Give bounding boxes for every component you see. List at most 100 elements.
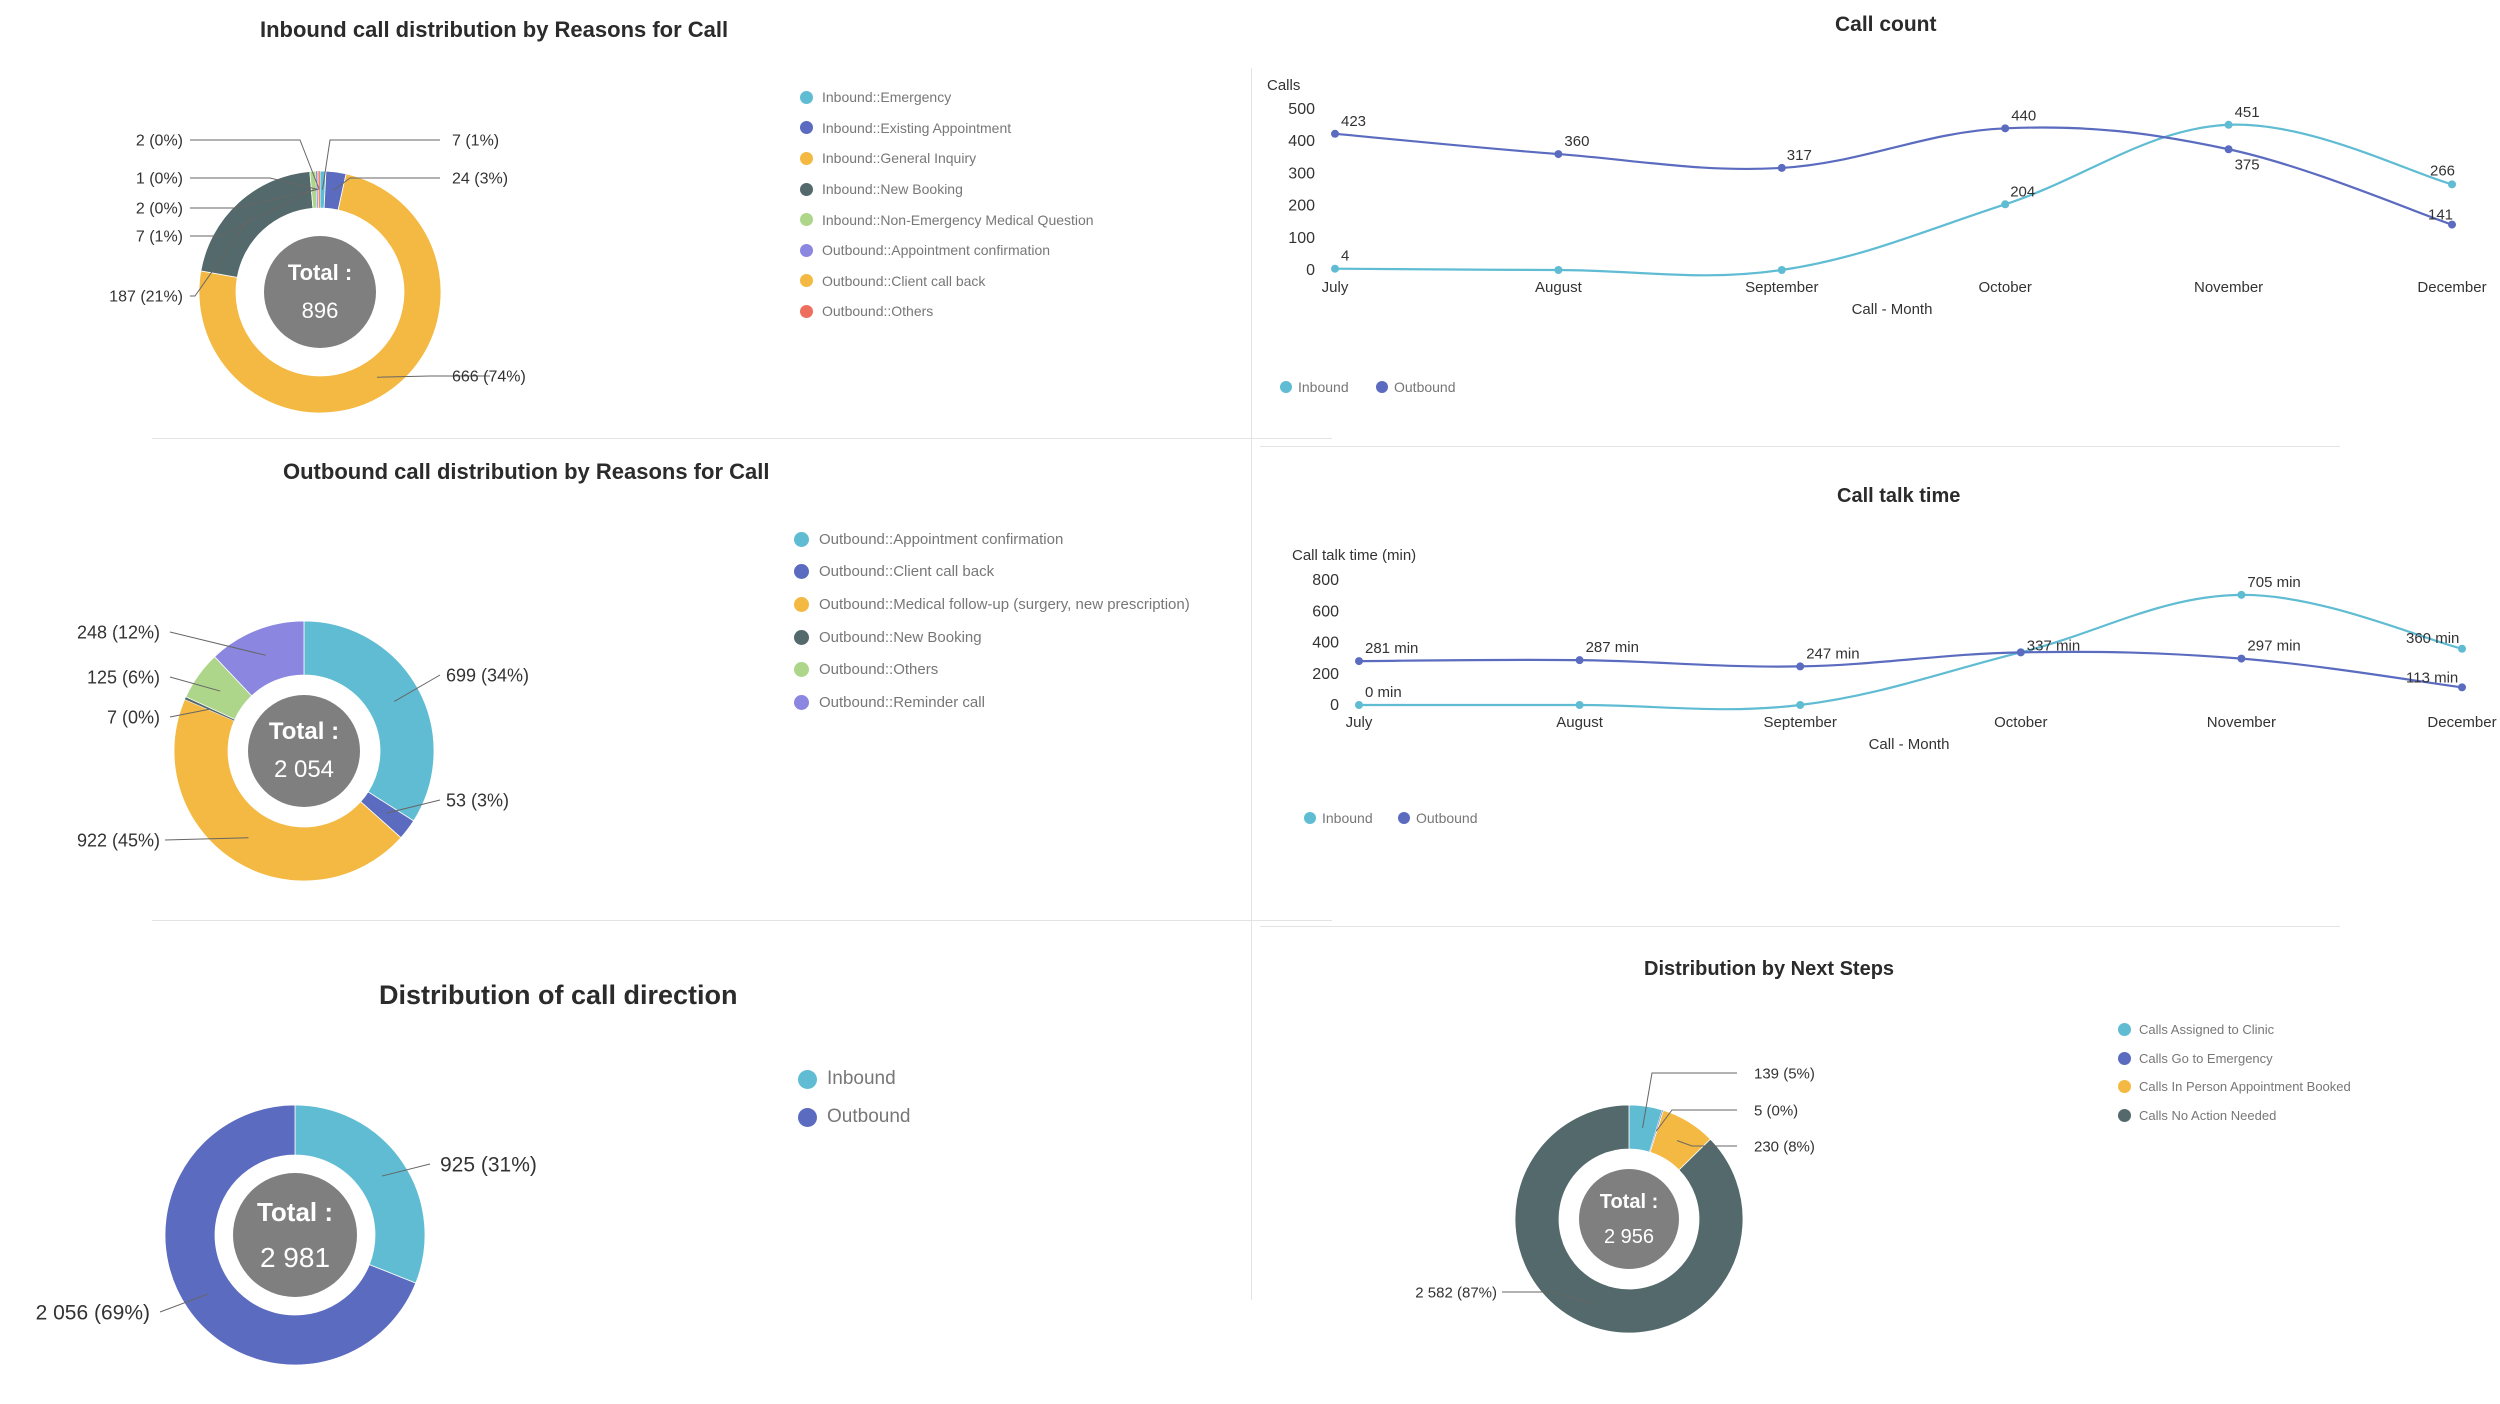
legend-item-outbound-others[interactable]: Outbound::Others — [800, 296, 1094, 327]
legend-item-outbound-medical-follow-up-surgery-new-prescription[interactable]: Outbound::Medical follow-up (surgery, ne… — [794, 588, 1190, 621]
y-tick-label: 200 — [1312, 666, 1339, 683]
legend-item-inbound-existing-appointment[interactable]: Inbound::Existing Appointment — [800, 113, 1094, 144]
data-point-outbound[interactable] — [2001, 124, 2010, 133]
legend-item-calls-assigned-to-clinic[interactable]: Calls Assigned to Clinic — [2118, 1015, 2351, 1044]
data-label: 113 min — [2406, 669, 2458, 686]
call-talk-time-chart: Call talk time (min) 0 200 400 600 800 July Aug… — [1292, 547, 2497, 826]
leader-line — [1676, 1140, 1737, 1147]
leader-line — [394, 674, 441, 702]
legend-item-calls-in-person-appointment-booked[interactable]: Calls In Person Appointment Booked — [2118, 1072, 2351, 1101]
series-line-inbound[interactable] — [1358, 593, 2463, 711]
legend-item-calls-no-action-needed[interactable]: Calls No Action Needed — [2118, 1101, 2351, 1130]
legend-item-outbound-client-call-back[interactable]: Outbound::Client call back — [800, 266, 1094, 297]
legend-item-calls-go-to-emergency[interactable]: Calls Go to Emergency — [2118, 1044, 2351, 1073]
data-point-outbound[interactable] — [1777, 163, 1786, 172]
leader-line — [159, 1293, 209, 1313]
data-point-outbound[interactable] — [2448, 220, 2456, 229]
legend-item-outbound-new-booking[interactable]: Outbound::New Booking — [794, 621, 1190, 654]
data-point-outbound[interactable] — [2458, 683, 2466, 692]
legend-marker-icon — [794, 662, 809, 678]
legend-item-inbound-general-inquiry[interactable]: Inbound::General Inquiry — [800, 143, 1094, 174]
data-point-outbound[interactable] — [1331, 129, 1339, 138]
data-point-inbound[interactable] — [2001, 200, 2010, 209]
data-point-inbound[interactable] — [1575, 701, 1584, 709]
outbound-reasons-panel: Outbound call distribution by Reasons fo… — [0, 440, 1250, 920]
y-tick-label: 300 — [1288, 165, 1315, 182]
leader-line — [322, 139, 440, 190]
legend-item-inbound-non-emergency-medical-question[interactable]: Inbound::Non-Emergency Medical Question — [800, 204, 1094, 235]
data-point-inbound[interactable] — [1777, 266, 1786, 274]
data-point-outbound[interactable] — [1575, 656, 1584, 665]
data-label: 4 — [1341, 248, 1349, 265]
data-point-inbound[interactable] — [1554, 266, 1563, 274]
legend-label: Outbound::Appointment confirmation — [819, 530, 1064, 548]
legend-marker-icon — [800, 213, 813, 227]
legend-item-inbound[interactable]: Inbound — [798, 1060, 910, 1098]
legend-marker-icon — [1280, 381, 1292, 393]
slice-data-label: 2 (0%) — [136, 133, 183, 150]
data-point-inbound[interactable] — [1796, 701, 1805, 709]
legend-marker-icon — [794, 564, 809, 580]
legend-label: Inbound::Emergency — [822, 89, 952, 106]
series-line-inbound[interactable] — [1334, 123, 2453, 277]
series-line-outbound[interactable] — [1358, 650, 2463, 689]
leader-line — [1642, 1072, 1737, 1129]
x-tick-label: October — [1979, 279, 2032, 296]
legend-label[interactable]: Outbound — [1416, 810, 1478, 826]
slice-data-label: 925 (31%) — [440, 1153, 537, 1176]
data-point-inbound[interactable] — [2448, 180, 2456, 189]
data-point-inbound[interactable] — [2224, 120, 2233, 129]
total-badge — [233, 1173, 357, 1297]
legend-label: Outbound::Medical follow-up (surgery, ne… — [819, 595, 1190, 613]
column-separator — [1251, 68, 1252, 1300]
legend-marker-icon — [1376, 381, 1388, 393]
x-axis-label: Call - Month — [1852, 301, 1933, 318]
leader-line — [190, 177, 319, 191]
slice-inbound-general-inquiry[interactable] — [198, 173, 442, 414]
legend-label: Outbound::Appointment confirmation — [822, 242, 1051, 259]
legend-item-outbound-appointment-confirmation[interactable]: Outbound::Appointment confirmation — [800, 235, 1094, 266]
total-label: Total : — [269, 718, 339, 745]
legend-item-inbound-new-booking[interactable]: Inbound::New Booking — [800, 174, 1094, 205]
next-steps-legend: Calls Assigned to Clinic Calls Go to Emer… — [2118, 1015, 2351, 1130]
legend-label: Inbound::Non-Emergency Medical Question — [822, 211, 1094, 228]
y-tick-label: 0 — [1330, 697, 1339, 714]
legend-item-outbound-appointment-confirmation[interactable]: Outbound::Appointment confirmation — [794, 523, 1190, 556]
legend-item-inbound-emergency[interactable]: Inbound::Emergency — [800, 82, 1094, 113]
legend-item-outbound-others[interactable]: Outbound::Others — [794, 653, 1190, 686]
legend-item-outbound-client-call-back[interactable]: Outbound::Client call back — [794, 556, 1190, 589]
data-point-outbound[interactable] — [1355, 657, 1363, 666]
x-tick-label: August — [1535, 279, 1583, 296]
data-point-inbound[interactable] — [1331, 264, 1339, 273]
legend-marker-icon — [800, 182, 813, 196]
data-point-outbound[interactable] — [2016, 648, 2025, 657]
legend-label[interactable]: Outbound — [1394, 379, 1456, 395]
series-line-outbound[interactable] — [1334, 126, 2453, 226]
legend-marker-icon — [794, 694, 809, 710]
data-point-inbound[interactable] — [2237, 590, 2246, 599]
slice-inbound[interactable] — [294, 1104, 426, 1284]
data-point-outbound[interactable] — [2224, 145, 2233, 154]
data-point-inbound[interactable] — [2458, 644, 2466, 653]
data-point-outbound[interactable] — [2237, 654, 2246, 663]
legend-label: Outbound::Client call back — [822, 272, 986, 289]
call-count-chart: Calls 0 100 200 300 400 500 July August September… — [1267, 77, 2487, 395]
legend-label[interactable]: Inbound — [1322, 810, 1373, 826]
total-value: 2 981 — [260, 1242, 330, 1273]
legend-label: Calls In Person Appointment Booked — [2139, 1079, 2351, 1095]
legend-label: Inbound::General Inquiry — [822, 150, 977, 167]
call-direction-legend: Inbound Outbound — [798, 1060, 910, 1136]
leader-line — [190, 139, 320, 190]
data-point-inbound[interactable] — [1355, 701, 1363, 709]
data-point-outbound[interactable] — [1796, 662, 1805, 671]
call-direction-title: Distribution of call direction — [379, 980, 738, 1010]
call-count-panel: Call count Calls 0 100 200 300 400 500 July Augu… — [1252, 0, 2500, 440]
legend-label[interactable]: Inbound — [1298, 379, 1349, 395]
legend-item-outbound-reminder-call[interactable]: Outbound::Reminder call — [794, 686, 1190, 719]
y-tick-label: 200 — [1288, 198, 1315, 215]
data-point-outbound[interactable] — [1554, 150, 1563, 159]
next-steps-donut: Total : 2 956 139 (5%) 5 (0%) 230 (8%) 2 582 … — [1415, 1065, 1815, 1334]
legend-item-outbound[interactable]: Outbound — [798, 1098, 910, 1136]
leader-line — [381, 1163, 431, 1177]
y-tick-label: 400 — [1288, 133, 1315, 150]
